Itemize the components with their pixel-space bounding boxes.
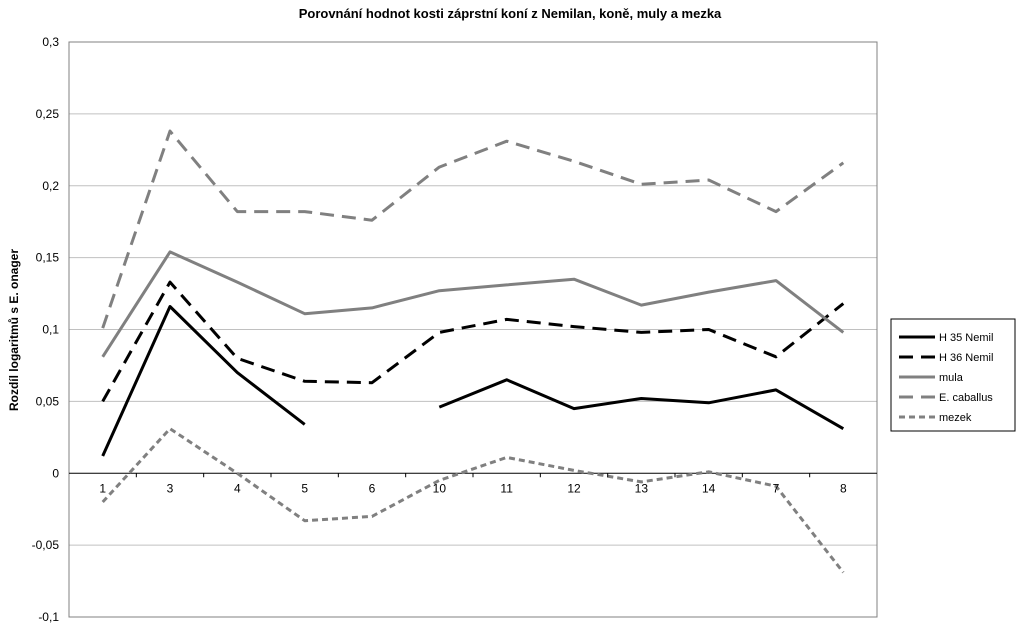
x-tick-label: 11 [500, 481, 513, 495]
series-line [101, 250, 845, 358]
y-tick-label: 0,2 [42, 179, 59, 193]
series-mezek [101, 427, 845, 574]
y-tick-label: 0,15 [36, 251, 60, 265]
series-line [438, 378, 845, 430]
x-tick-label: 12 [567, 481, 581, 495]
y-tick-label: 0 [52, 466, 59, 480]
x-axis-ticks: 1 3 4 5 6 10 11 12 13 14 7 8 [99, 473, 847, 495]
legend-label: mula [939, 372, 964, 384]
y-tick-label: -0,05 [32, 538, 60, 552]
gridlines [68, 41, 878, 618]
legend-label: E. caballus [939, 392, 993, 404]
y-tick-label: 0,25 [36, 107, 60, 121]
x-tick-label: 3 [167, 481, 174, 495]
series-h-36-nemil [101, 280, 845, 403]
x-tick-label: 6 [369, 481, 376, 495]
y-tick-label: 0,1 [42, 323, 59, 337]
plot-area-border [68, 41, 878, 618]
series-line [101, 427, 845, 574]
legend: H 35 Nemil H 36 Nemil mula E. caballus mezek [890, 318, 1016, 432]
series-line [101, 305, 306, 457]
y-tick-label: 0,05 [36, 394, 60, 408]
series-mula [101, 250, 845, 358]
series-layer [101, 129, 845, 574]
x-tick-label: 7 [773, 481, 780, 495]
series-line [101, 280, 845, 403]
legend-label: H 36 Nemil [939, 352, 993, 364]
y-axis-label: Rozdíl logaritmů s E. onager [7, 249, 21, 411]
legend-label: H 35 Nemil [939, 332, 993, 344]
x-tick-label: 10 [433, 481, 447, 495]
series-e-caballus [101, 129, 845, 329]
chart-title: Porovnání hodnot kosti záprstní koní z N… [299, 6, 722, 21]
y-tick-label: -0,1 [38, 610, 59, 624]
x-tick-label: 1 [99, 481, 106, 495]
y-axis-ticks: -0,1 -0,05 0 0,05 0,1 0,15 0,2 0,25 0,3 [32, 35, 60, 624]
y-tick-label: 0,3 [42, 35, 59, 49]
x-tick-label: 5 [301, 481, 308, 495]
series-h-35-nemil [101, 305, 845, 457]
x-tick-label: 13 [635, 481, 649, 495]
x-tick-label: 14 [702, 481, 716, 495]
legend-label: mezek [939, 412, 972, 424]
x-tick-label: 4 [234, 481, 241, 495]
x-tick-label: 8 [840, 481, 847, 495]
series-line [101, 129, 845, 329]
